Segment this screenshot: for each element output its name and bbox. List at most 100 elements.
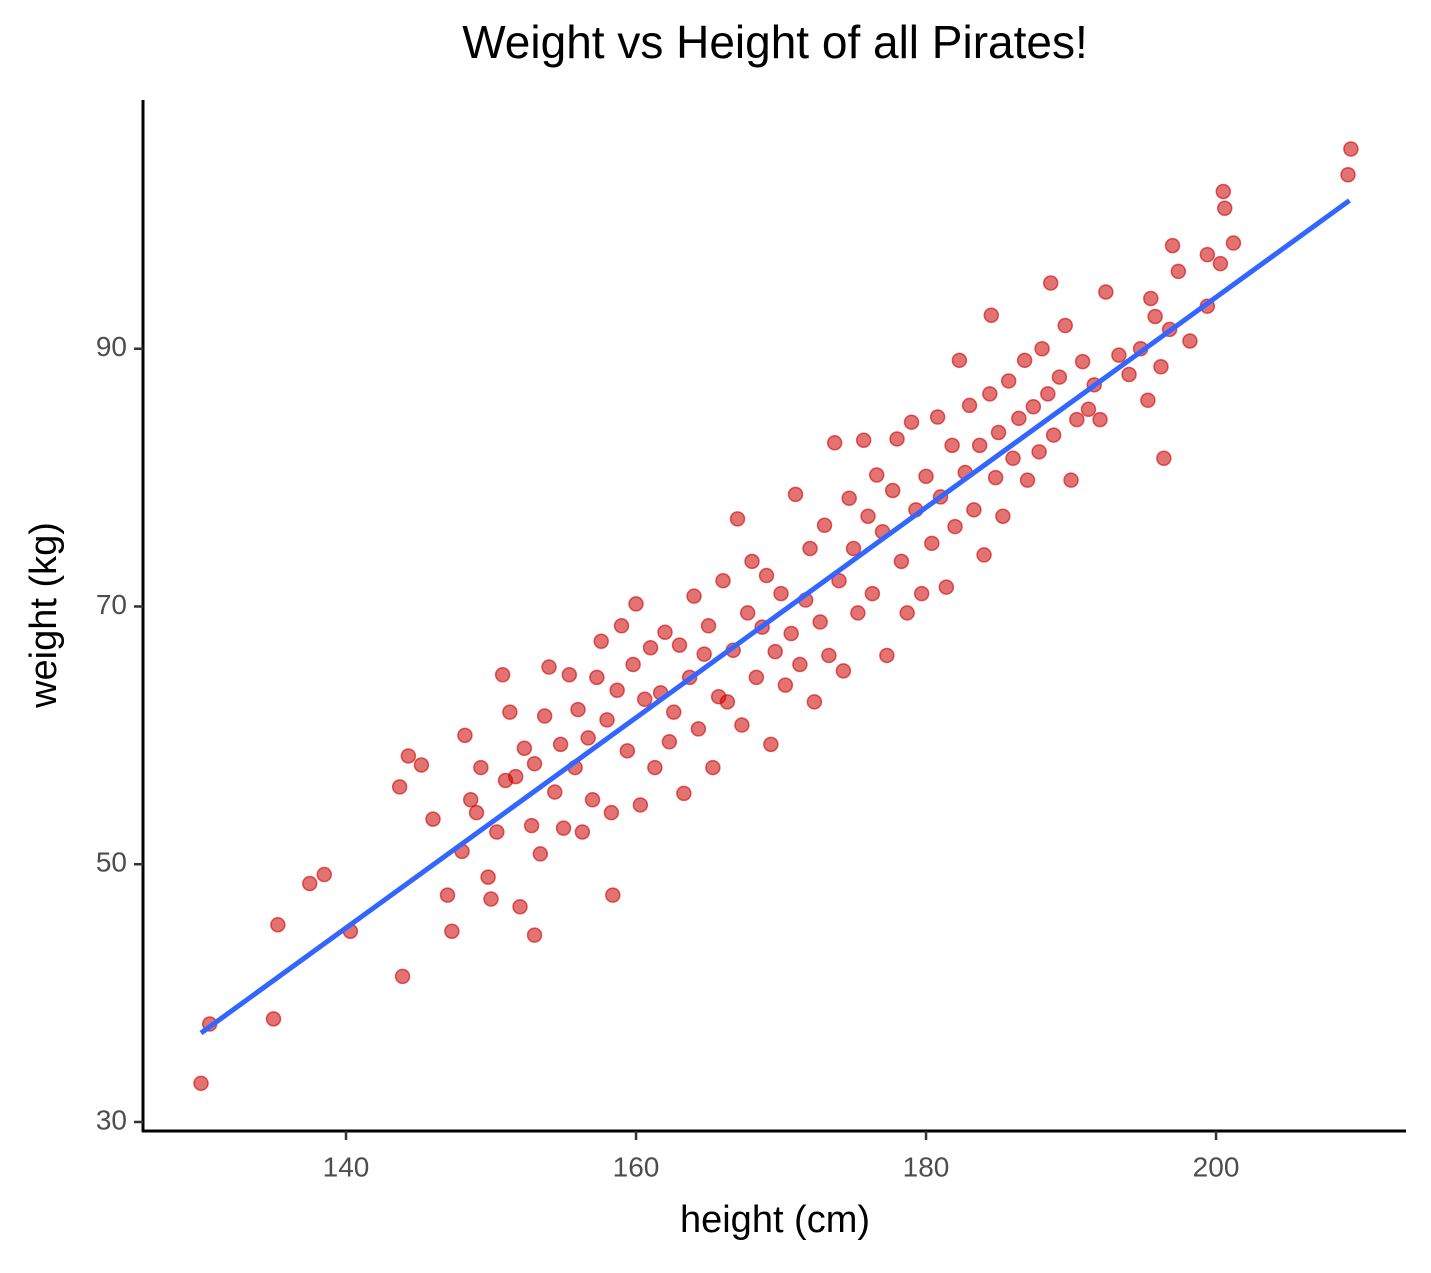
point bbox=[526, 755, 543, 772]
point bbox=[729, 511, 746, 527]
point bbox=[400, 748, 417, 764]
point bbox=[193, 1075, 209, 1092]
point bbox=[995, 508, 1011, 525]
point bbox=[705, 759, 721, 776]
point bbox=[951, 352, 968, 369]
point bbox=[899, 605, 915, 621]
point bbox=[473, 759, 489, 776]
point bbox=[913, 585, 930, 602]
point bbox=[918, 468, 934, 485]
point bbox=[987, 469, 1004, 486]
point bbox=[1225, 235, 1242, 251]
point bbox=[584, 792, 601, 808]
point bbox=[570, 701, 586, 718]
point bbox=[599, 712, 615, 728]
point bbox=[938, 579, 955, 595]
point bbox=[1069, 411, 1085, 428]
point bbox=[580, 730, 596, 746]
point bbox=[574, 824, 591, 840]
point bbox=[541, 659, 557, 675]
point bbox=[1063, 472, 1079, 488]
point bbox=[536, 708, 553, 724]
point bbox=[642, 639, 659, 656]
point bbox=[1011, 410, 1027, 427]
point bbox=[494, 667, 511, 683]
point bbox=[657, 624, 673, 641]
point bbox=[532, 846, 549, 862]
point bbox=[507, 768, 524, 785]
point bbox=[947, 518, 963, 535]
point bbox=[1343, 141, 1359, 157]
point bbox=[773, 585, 789, 602]
y-tick-label: 70 bbox=[96, 589, 127, 620]
point bbox=[845, 540, 862, 557]
point bbox=[841, 490, 857, 506]
point bbox=[690, 721, 707, 737]
point bbox=[1045, 427, 1062, 443]
point bbox=[661, 734, 678, 750]
point bbox=[671, 637, 688, 653]
point bbox=[739, 605, 756, 621]
point bbox=[512, 899, 528, 915]
point bbox=[696, 646, 712, 662]
point bbox=[628, 596, 644, 612]
point bbox=[777, 677, 794, 693]
point bbox=[439, 887, 456, 903]
point bbox=[982, 386, 998, 402]
point bbox=[1153, 359, 1169, 375]
point bbox=[831, 572, 847, 589]
point bbox=[1042, 275, 1059, 291]
point bbox=[1092, 411, 1108, 428]
point bbox=[391, 779, 408, 795]
point bbox=[1156, 450, 1172, 467]
point bbox=[468, 804, 485, 821]
point bbox=[748, 669, 765, 686]
point bbox=[700, 618, 717, 634]
point bbox=[744, 553, 760, 570]
point bbox=[1000, 373, 1017, 389]
fit-line bbox=[199, 198, 1351, 1036]
point bbox=[884, 482, 901, 499]
point bbox=[1111, 347, 1127, 363]
point bbox=[787, 486, 804, 503]
point bbox=[1005, 450, 1021, 467]
point bbox=[270, 917, 286, 933]
point bbox=[619, 743, 636, 759]
point bbox=[686, 588, 702, 604]
point bbox=[855, 432, 872, 448]
point bbox=[676, 785, 692, 802]
y-tick-label: 90 bbox=[96, 331, 127, 362]
x-tick-label: 180 bbox=[903, 1151, 950, 1182]
point bbox=[783, 625, 799, 642]
point bbox=[516, 740, 533, 756]
chart-title: Weight vs Height of all Pirates! bbox=[462, 16, 1088, 68]
point bbox=[1121, 366, 1137, 383]
point bbox=[589, 669, 605, 686]
point bbox=[802, 540, 818, 557]
point bbox=[812, 614, 828, 630]
y-tick-label: 30 bbox=[96, 1104, 127, 1135]
point bbox=[1016, 352, 1033, 369]
y-tick-label: 50 bbox=[96, 847, 127, 878]
point bbox=[961, 397, 978, 414]
point bbox=[860, 508, 876, 525]
point bbox=[555, 820, 572, 836]
point bbox=[502, 704, 518, 720]
point bbox=[1340, 166, 1356, 183]
point bbox=[1019, 472, 1036, 488]
point bbox=[480, 869, 496, 885]
point bbox=[1216, 200, 1233, 217]
point bbox=[316, 866, 333, 883]
point bbox=[893, 553, 910, 570]
point bbox=[489, 824, 505, 840]
point bbox=[990, 424, 1007, 441]
point bbox=[1164, 237, 1181, 254]
point bbox=[983, 307, 1000, 323]
point bbox=[561, 667, 578, 683]
point bbox=[523, 817, 540, 834]
point bbox=[1215, 183, 1232, 200]
point bbox=[929, 409, 946, 425]
point bbox=[593, 633, 609, 650]
